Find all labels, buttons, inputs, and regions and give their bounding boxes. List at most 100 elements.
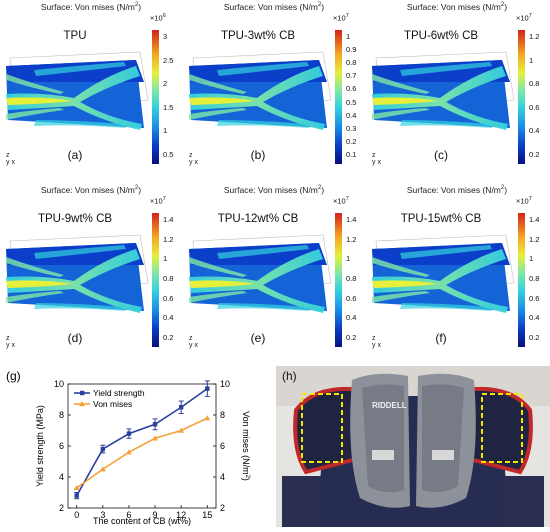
data-point-von-mises	[152, 435, 159, 441]
data-point-von-mises	[178, 427, 185, 433]
data-point-yield-strength	[100, 446, 106, 452]
colorbar-tick-label: 1	[163, 254, 168, 264]
x-tick-label: 3	[100, 510, 105, 520]
panel-title: TPU-6wt% CB	[403, 30, 479, 42]
panel-label-g: (g)	[6, 369, 21, 383]
stress-field-plot	[6, 234, 149, 313]
colorbar-tick-label: 0.6	[529, 293, 540, 303]
surface-title: Surface: Von mises (N/m2)	[40, 185, 142, 195]
colorbar-tick-label: 0.5	[163, 150, 174, 159]
stress-field-plot	[189, 51, 332, 130]
legend-label: Von mises	[93, 399, 132, 409]
panel-label: (c)	[434, 148, 448, 162]
colorbar-tick-label: 0.3	[346, 123, 357, 133]
panel-title: TPU	[63, 30, 87, 42]
colorbar-tick-label: 0.5	[346, 97, 357, 107]
y-tick-label-right: 10	[220, 379, 230, 389]
simulation-panel-5: Surface: Von mises (N/m2) TPU-15wt% CB ×…	[366, 183, 548, 359]
colorbar-tick-label: 0.4	[529, 126, 540, 136]
stress-field-plot	[372, 234, 515, 313]
colorbar-tick-label: 0.8	[529, 274, 540, 283]
shoulder-pad-photo: RIDDELL (h)	[276, 366, 550, 527]
data-point-von-mises	[125, 449, 132, 455]
colorbar-tick-label: 1.2	[346, 234, 357, 244]
colorbar-tick-label: 0.9	[346, 45, 357, 55]
panel-label: (a)	[67, 148, 83, 162]
colorbar-tick-label: 0.7	[346, 71, 357, 81]
panel-label: (e)	[250, 331, 266, 345]
legend-marker	[79, 401, 85, 407]
colorbar-tick-label: 1	[346, 254, 351, 264]
y-tick-label-right: 4	[220, 472, 225, 482]
colorbar-tick-label: 1	[529, 254, 534, 264]
figure-g: (g) The content of CB (wt%) Yield streng…	[0, 366, 275, 527]
colorbar-tick-label: 0.4	[163, 313, 174, 323]
colorbar-tick-label: 1.4	[529, 215, 540, 224]
highlight-box-left	[301, 393, 343, 463]
colorbar-tick-label: 1.2	[529, 234, 540, 244]
colorbar-exponent: ×107	[150, 196, 166, 206]
colorbar-exponent: ×107	[333, 13, 349, 23]
colorbar-tick-label: 0.8	[529, 79, 540, 89]
y-tick-label-left: 6	[59, 441, 64, 451]
colorbar-tick-label: 0.8	[346, 274, 357, 283]
colorbar-tick-label: 0.6	[529, 102, 540, 112]
panel-title: TPU-3wt% CB	[220, 30, 296, 42]
colorbar	[152, 213, 159, 347]
colorbar-tick-label: 1.2	[163, 234, 174, 244]
simulation-panel-4: Surface: Von mises (N/m2) TPU-12wt% CB ×…	[183, 183, 365, 359]
colorbar-tick-label: 1	[529, 55, 534, 65]
colorbar-exponent: ×107	[333, 196, 349, 206]
stress-field-plot	[6, 51, 149, 130]
colorbar-exponent: ×107	[516, 196, 532, 206]
colorbar	[335, 30, 342, 164]
data-point-von-mises	[204, 415, 211, 421]
y-axis-label-left: Yield strength (MPa)	[35, 405, 45, 487]
colorbar-tick-label: 1.5	[163, 102, 174, 112]
colorbar-tick-label: 0.4	[346, 313, 357, 323]
y-tick-label-right: 2	[220, 503, 225, 513]
stress-field-plot	[372, 51, 515, 130]
colorbar-tick-label: 0.2	[346, 333, 357, 342]
colorbar	[518, 213, 525, 347]
y-tick-label-left: 10	[54, 379, 64, 389]
colorbar-tick-label: 0.6	[346, 293, 357, 303]
colorbar-tick-label: 1.2	[529, 32, 540, 41]
colorbar-tick-label: 2	[163, 79, 168, 89]
simulation-panel-0: Surface: Von mises (N/m2) TPU ×106 (a) z…	[0, 0, 182, 176]
colorbar-tick-label: 1	[163, 126, 168, 136]
x-tick-label: 0	[74, 510, 79, 520]
surface-title: Surface: Von mises (N/m2)	[40, 2, 142, 12]
colorbar-tick-label: 0.4	[529, 313, 540, 323]
y-tick-label-left: 4	[59, 472, 64, 482]
surface-title: Surface: Von mises (N/m2)	[223, 2, 325, 12]
data-point-yield-strength	[126, 431, 132, 436]
legend-label: Yield strength	[93, 388, 145, 398]
y-tick-label-left: 2	[59, 503, 64, 513]
data-point-yield-strength	[74, 493, 79, 498]
colorbar-exponent: ×106	[150, 13, 166, 23]
data-point-yield-strength	[205, 386, 210, 391]
colorbar-tick-label: 1	[346, 32, 351, 41]
panel-title: TPU-9wt% CB	[37, 213, 113, 225]
colorbar-tick-label: 0.2	[529, 333, 540, 342]
data-point-von-mises	[99, 466, 106, 472]
colorbar-tick-label: 0.6	[163, 293, 174, 303]
y-tick-label-left: 8	[59, 410, 64, 420]
colorbar-tick-label: 1.4	[346, 215, 357, 224]
panel-label: (b)	[250, 148, 266, 162]
data-point-yield-strength	[178, 405, 184, 410]
x-tick-label: 9	[153, 510, 158, 520]
panel-title: TPU-15wt% CB	[400, 213, 482, 225]
x-tick-label: 12	[176, 510, 186, 520]
legend-marker	[80, 390, 85, 396]
stress-field-plot	[189, 234, 332, 313]
colorbar-tick-label: 0.6	[346, 84, 357, 94]
colorbar-tick-label: 0.1	[346, 150, 357, 159]
